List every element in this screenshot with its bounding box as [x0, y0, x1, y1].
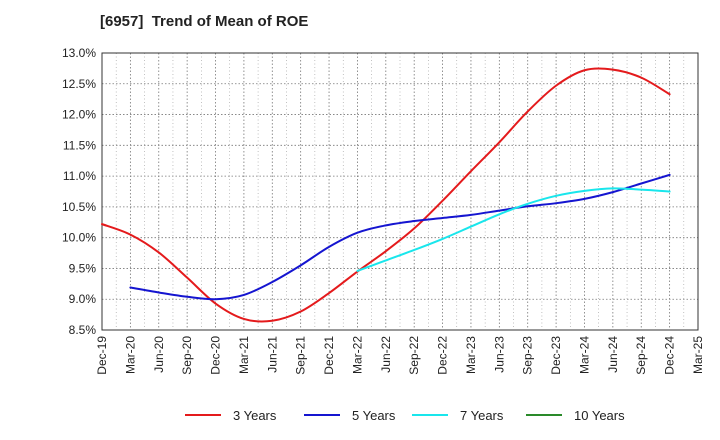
- legend-label: 10 Years: [574, 407, 625, 423]
- legend-swatch: [526, 414, 562, 416]
- x-tick-label: Sep-22: [407, 336, 421, 375]
- legend-swatch: [412, 414, 448, 416]
- x-tick-label: Dec-24: [663, 336, 677, 375]
- legend-label: 7 Years: [460, 407, 504, 423]
- x-tick-label: Jun-23: [492, 336, 506, 373]
- x-tick-label: Dec-20: [209, 336, 223, 375]
- x-tick-label: Mar-20: [123, 336, 137, 374]
- x-tick-label: Dec-23: [549, 336, 563, 375]
- y-tick-label: 13.0%: [62, 46, 96, 60]
- y-tick-label: 12.0%: [62, 108, 96, 122]
- y-tick-label: 9.0%: [69, 292, 97, 306]
- y-tick-label: 10.0%: [62, 231, 96, 245]
- x-tick-label: Mar-21: [237, 336, 251, 374]
- x-tick-label: Mar-24: [577, 336, 591, 374]
- chart-title: [6957] Trend of Mean of ROE: [100, 13, 309, 30]
- y-tick-label: 8.5%: [69, 323, 97, 337]
- axes: [101, 52, 699, 331]
- x-tick-label: Mar-23: [464, 336, 478, 374]
- x-tick-label: Mar-25: [691, 336, 705, 374]
- x-tick-label: Jun-22: [379, 336, 393, 373]
- legend-label: 3 Years: [233, 407, 277, 423]
- y-tick-label: 11.0%: [63, 169, 96, 183]
- y-tick-label: 11.5%: [63, 138, 96, 152]
- x-tick-label: Jun-20: [152, 336, 166, 373]
- x-tick-label: Sep-20: [180, 336, 194, 375]
- x-tick-label: Sep-21: [294, 336, 308, 375]
- x-tick-label: Dec-19: [95, 336, 109, 375]
- series-line-7-years: [356, 187, 671, 272]
- legend-swatch: [304, 414, 340, 416]
- legend: 3 Years 5 Years 7 Years 10 Years: [0, 404, 720, 426]
- legend-item: 3 Years: [185, 404, 276, 426]
- legend-label: 5 Years: [352, 407, 396, 423]
- plot-frame: [101, 52, 699, 331]
- legend-item: 7 Years: [412, 404, 503, 426]
- series-line-5-years: [129, 173, 671, 301]
- grid: [101, 52, 699, 331]
- tick-labels: 8.5% 9.0% 9.5% 10.0% 10.5% 11.0% 11.5% 12.0% 12.…: [62, 46, 705, 375]
- x-tick-label: Jun-24: [606, 336, 620, 373]
- x-tick-label: Dec-22: [436, 336, 450, 375]
- x-tick-label: Sep-23: [521, 336, 535, 375]
- y-tick-label: 12.5%: [62, 77, 96, 91]
- series-line-3-years: [101, 67, 671, 323]
- x-tick-label: Mar-22: [350, 336, 364, 374]
- series-lines: [101, 67, 671, 323]
- legend-item: 10 Years: [526, 404, 625, 426]
- x-tick-label: Dec-21: [322, 336, 336, 375]
- x-tick-label: Sep-24: [634, 336, 648, 375]
- x-tick-label: Jun-21: [265, 336, 279, 373]
- y-tick-label: 9.5%: [69, 261, 97, 275]
- legend-swatch: [185, 414, 221, 416]
- y-tick-label: 10.5%: [62, 200, 96, 214]
- legend-item: 5 Years: [304, 404, 395, 426]
